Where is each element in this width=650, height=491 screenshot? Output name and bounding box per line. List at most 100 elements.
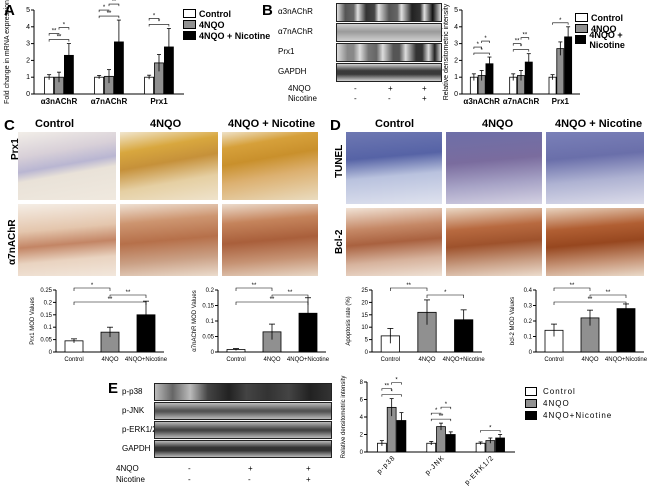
- y-tick-label-e-1: 2: [360, 433, 364, 439]
- legend-swatch-4nqo: [183, 20, 196, 29]
- sig-label-c1-1: **: [126, 290, 131, 296]
- y-label-c2: α7nAChR MOD Values: [192, 290, 198, 351]
- chart-d2: 0 0.1 0.2 0.3 0.4 bcl-2 MOD Values Control 4NQO…: [510, 283, 648, 363]
- legend-e-label-control: Control: [543, 386, 576, 396]
- sig-label-b-4: **: [515, 39, 520, 45]
- y-label-d1: Apoptosis rate (%): [346, 296, 352, 345]
- x-tick-label-d2-1: 4NQO: [581, 357, 598, 363]
- legend-b-label-control: Control: [591, 12, 623, 23]
- sig-label-d1-1: *: [444, 290, 447, 296]
- sig-bracket-b-5: [520, 37, 530, 40]
- sig-bracket-e-5: [440, 406, 452, 410]
- blot-b-label-0: α3nAChR: [278, 7, 313, 16]
- sig-bracket-a-7: [148, 18, 160, 21]
- x-tick-label-c2-2: 4NQO+Nicotine: [287, 357, 330, 363]
- y-tick-label-d1-2: 10: [361, 325, 368, 331]
- micrograph-d-tunel-control: [346, 132, 442, 204]
- sig-bracket-a-2: [58, 27, 70, 30]
- bar-e-s1-c1: [436, 426, 446, 453]
- blot-b-label-3: GAPDH: [278, 67, 307, 76]
- blot-b-sign-0-2: +: [422, 84, 427, 93]
- sig-label-c1-0: *: [91, 283, 94, 289]
- blot-e-sign-1-1: -: [248, 475, 251, 484]
- panel-c-row-label-1: α7nAChR: [7, 219, 18, 265]
- sig-label-e-3: **: [439, 414, 444, 420]
- y-tick-label-d2-4: 0.4: [524, 288, 533, 294]
- sig-bracket-e-2: [391, 382, 402, 385]
- x-tick-label-a-0: α3nAChR: [41, 97, 78, 106]
- blot-e-band-1: [154, 402, 332, 420]
- y-tick-label-d2-2: 0.2: [524, 319, 533, 325]
- panel-c-col-title-1: 4NQO: [150, 118, 182, 130]
- sig-label-b-0: *: [480, 48, 483, 54]
- sig-label-a-3: **: [107, 11, 112, 17]
- sig-bracket-d1-1: [426, 294, 464, 298]
- blot-e-sign-0-0: -: [188, 464, 191, 473]
- blot-b: α3nAChR α7nAChR Prx1 GAPDH 4NQO Nicotine…: [274, 2, 442, 106]
- sig-bracket-e-3: [430, 418, 452, 422]
- blot-b-sign-1-2: +: [422, 94, 427, 103]
- blot-e-sign-1-2: +: [306, 475, 311, 484]
- micrograph-d-tunel-nicotine: [546, 132, 644, 204]
- blot-e-sign-0-1: +: [248, 464, 253, 473]
- blot-e-band-0: [154, 383, 332, 401]
- y-tick-label-a-4: 4: [26, 24, 30, 31]
- panel-d-row-label-0: TUNEL: [334, 144, 345, 178]
- legend-e: Control 4NQO 4NQO+Nicotine: [525, 385, 612, 421]
- blot-e-treat-1: Nicotine: [116, 475, 145, 484]
- sig-bracket-b-1: [473, 46, 482, 50]
- chart-c1: 0 0.05 0.1 0.15 0.2 0.25 Prx1 MOD Values Contro…: [30, 283, 168, 363]
- micrograph-c-a7-nicotine: [222, 204, 318, 276]
- y-tick-label-b-2: 2: [454, 57, 458, 64]
- y-tick-label-c1-2: 0.1: [44, 325, 53, 331]
- blot-b-label-2: Prx1: [278, 47, 295, 56]
- blot-e-label-3: GAPDH: [122, 444, 151, 453]
- sig-label-a-6: *: [158, 19, 161, 25]
- blot-e-label-1: p-JNK: [122, 406, 145, 415]
- sig-bracket-e-1: [381, 388, 392, 391]
- x-tick-label-b-1: α7nAChR: [503, 97, 540, 106]
- sig-label-e-1: **: [384, 384, 389, 390]
- sig-label-d2-0: **: [570, 283, 575, 289]
- blot-b-band-0: [336, 3, 442, 22]
- x-tick-label-e-0: p-p38: [376, 454, 397, 475]
- legend-e-swatch-4nqo-nicotine: [525, 410, 537, 420]
- micrograph-c-a7-4nqo: [120, 204, 218, 276]
- x-tick-label-a-1: α7nAChR: [91, 97, 128, 106]
- y-tick-label-d2-1: 0.1: [524, 335, 533, 341]
- blot-b-treat-0: 4NQO: [288, 84, 311, 93]
- micrograph-d-bcl2-control: [346, 208, 442, 276]
- y-label-a: Fold change in mRNA expression: [4, 0, 11, 104]
- chart-e: 0 2 4 6 8 Relative densitometric intensity p-p…: [341, 376, 515, 487]
- sig-label-a-0: **: [57, 35, 62, 41]
- y-tick-label-c2-2: 0.1: [206, 319, 215, 325]
- blot-e-label-0: p-p38: [122, 387, 143, 396]
- x-tick-label-e-2: p-ERK1/2: [464, 454, 496, 486]
- sig-bracket-e-0: [381, 394, 402, 397]
- legend-e-label-4nqo-nicotine: 4NQO+Nicotine: [543, 410, 613, 420]
- y-tick-label-c2-3: 0.15: [202, 304, 214, 310]
- x-tick-label-a-2: Prx1: [150, 97, 168, 106]
- micrograph-d-bcl2-4nqo: [446, 208, 542, 276]
- legend-label-4nqo-nicotine: 4NQO + Nicotine: [199, 30, 271, 41]
- sig-label-d2-1: **: [606, 290, 611, 296]
- sig-label-a-7: *: [153, 13, 156, 19]
- sig-label-a-2: *: [63, 23, 66, 29]
- y-tick-label-b-3: 3: [454, 41, 458, 48]
- blot-e-sign-0-2: +: [306, 464, 311, 473]
- sig-label-b-3: *: [520, 45, 523, 51]
- micrograph-c-prx1-nicotine: [222, 132, 318, 200]
- y-tick-label-a-2: 2: [26, 57, 30, 64]
- sig-label-c2-1: **: [288, 290, 293, 296]
- y-tick-label-c2-4: 0.2: [206, 288, 215, 294]
- micrograph-c-prx1-control: [18, 132, 116, 200]
- legend-b-swatch-control: [575, 13, 588, 22]
- panel-c-col-title-0: Control: [35, 118, 75, 130]
- blot-b-sign-1-1: -: [388, 94, 391, 103]
- sig-bracket-b-4: [512, 43, 522, 46]
- panel-label-d: D: [330, 117, 341, 134]
- sig-label-e-4: *: [435, 408, 438, 414]
- y-tick-label-b-4: 4: [454, 24, 458, 31]
- legend-swatch-control: [183, 9, 196, 18]
- y-label-c1: Prx1 MOD Values: [30, 297, 36, 345]
